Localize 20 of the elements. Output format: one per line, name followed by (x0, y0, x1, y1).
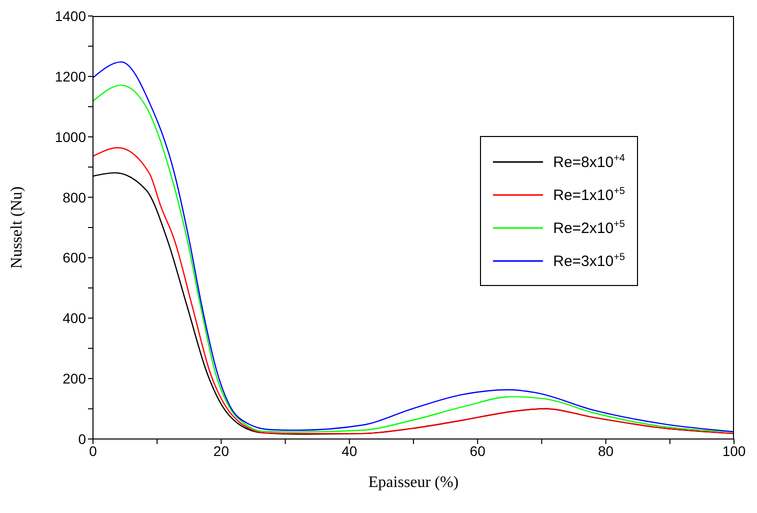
legend-label: Re=1x10$^{+5}$ (553, 186, 625, 204)
x-tick-label: 80 (598, 442, 614, 459)
legend-label: Re=2x10$^{+5}$ (553, 218, 625, 236)
legend-label: Re=8x10$^{+4}$ (553, 152, 625, 170)
y-tick-label: 200 (62, 370, 86, 387)
x-tick-label: 0 (89, 442, 98, 459)
y-tick-label: 1000 (54, 128, 86, 145)
y-axis-title: Nusselt (Nu) (8, 186, 26, 269)
x-tick-label: 40 (342, 442, 358, 459)
legend-label: Re=3x10$^{+5}$ (553, 252, 625, 270)
y-tick-label: 0 (78, 430, 86, 447)
x-axis-title: Epaisseur (%) (368, 474, 459, 491)
x-tick-label: 100 (722, 442, 746, 459)
y-tick-label: 600 (62, 250, 86, 266)
y-tick-label: 1200 (54, 68, 86, 84)
y-tick-label: 400 (62, 310, 86, 326)
x-tick-label: 20 (213, 442, 230, 459)
x-tick-label: 60 (470, 442, 486, 459)
y-tick-label: 1400 (54, 8, 86, 24)
y-tick-label: 800 (62, 189, 86, 206)
